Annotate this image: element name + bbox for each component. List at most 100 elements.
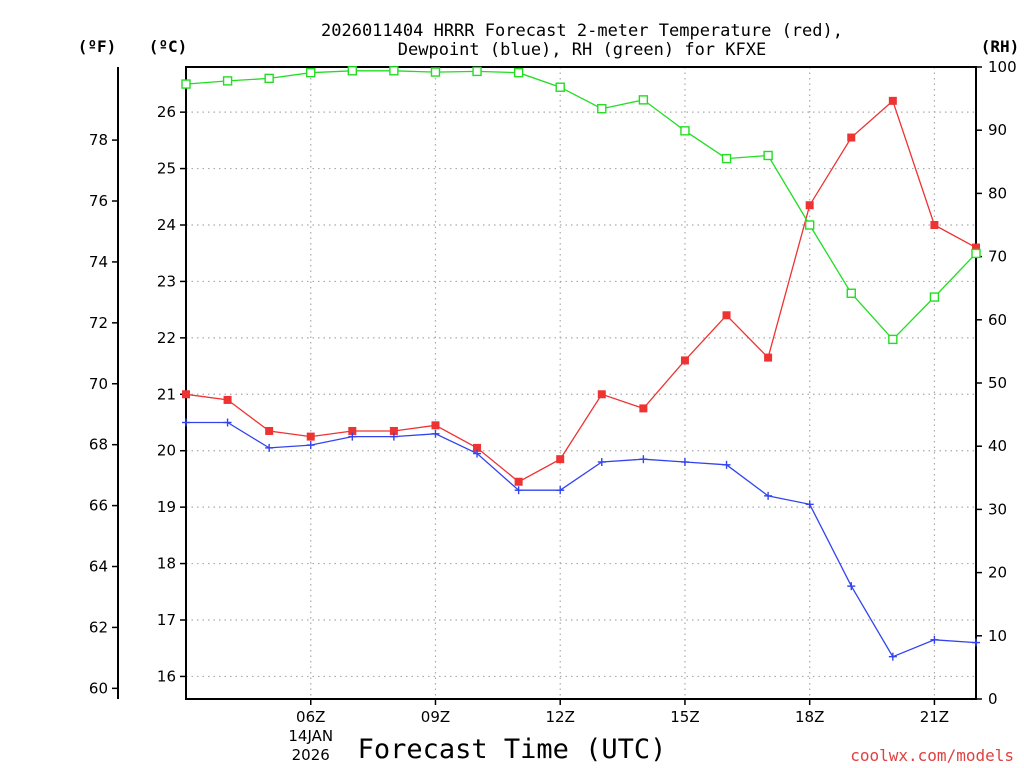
fahrenheit-tick-label: 72 xyxy=(89,314,108,332)
data-point xyxy=(348,426,357,435)
plot-frame xyxy=(185,66,977,700)
celsius-tick-label: 17 xyxy=(157,611,176,629)
data-point xyxy=(514,477,523,486)
rh-axis-label: (RH) xyxy=(981,37,1020,56)
data-point xyxy=(929,292,940,302)
fahrenheit-tick-label: 78 xyxy=(89,131,108,149)
celsius-tick-label: 18 xyxy=(157,555,176,573)
data-point xyxy=(347,66,358,76)
x-tick-year: 2026 xyxy=(292,746,330,764)
data-point xyxy=(306,441,315,450)
data-point xyxy=(223,395,232,404)
celsius-tick-label: 16 xyxy=(157,667,176,685)
data-point xyxy=(764,353,773,362)
data-point xyxy=(639,404,648,413)
data-point xyxy=(473,449,482,458)
data-point xyxy=(473,443,482,452)
series-layer xyxy=(181,66,981,661)
data-point xyxy=(265,443,274,452)
fahrenheit-tick-label: 62 xyxy=(89,618,108,636)
rh-tick-label: 30 xyxy=(988,500,1007,518)
series-line xyxy=(185,70,977,341)
data-point xyxy=(182,390,190,399)
data-point xyxy=(430,67,441,77)
series-line xyxy=(185,99,977,483)
data-point xyxy=(680,458,689,466)
data-point xyxy=(514,486,523,495)
data-point xyxy=(804,220,815,230)
celsius-tick-label: 22 xyxy=(157,329,176,347)
rh-tick-label: 70 xyxy=(988,248,1007,266)
fahrenheit-tick-label: 74 xyxy=(89,253,108,271)
x-axis-title: Forecast Time (UTC) xyxy=(358,734,667,765)
rh-tick-label: 0 xyxy=(988,690,998,708)
series-rh xyxy=(181,66,981,345)
celsius-tick-label: 24 xyxy=(157,216,176,234)
rh-tick-label: 50 xyxy=(988,374,1007,392)
data-point xyxy=(597,458,606,466)
data-point xyxy=(348,432,357,441)
rh-tick-label: 10 xyxy=(988,627,1007,645)
data-point xyxy=(597,104,607,114)
x-tick-date: 14JAN xyxy=(288,727,333,745)
data-point xyxy=(556,455,565,464)
x-tick-label: 06Z xyxy=(296,708,325,726)
x-tick-label: 12Z xyxy=(546,708,575,726)
rh-tick-label: 80 xyxy=(988,184,1007,202)
chart-title-line1: 2026011404 HRRR Forecast 2-meter Tempera… xyxy=(321,21,843,41)
data-point xyxy=(764,491,773,500)
series-2-meter-temperature xyxy=(182,96,980,486)
celsius-tick-label: 21 xyxy=(157,385,176,403)
data-point xyxy=(389,426,398,435)
data-point xyxy=(972,243,980,252)
data-point xyxy=(888,334,898,345)
celsius-axis-label: (ºC) xyxy=(149,37,188,56)
data-point xyxy=(805,500,814,509)
fahrenheit-tick-label: 70 xyxy=(89,375,108,393)
fahrenheit-tick-label: 64 xyxy=(89,558,108,576)
rh-tick-label: 20 xyxy=(988,564,1007,582)
data-point xyxy=(846,288,856,298)
axes: 60 62 64 66 68 70 72 74 76 78 16 17 18 19 20 21 22 23 24 25… xyxy=(89,58,1017,764)
data-point xyxy=(513,67,524,78)
data-point xyxy=(680,126,690,136)
data-point xyxy=(222,76,233,86)
celsius-tick-label: 25 xyxy=(157,160,176,178)
data-point xyxy=(431,429,440,438)
data-point xyxy=(638,95,649,105)
x-tick-label: 21Z xyxy=(920,708,949,726)
series-dewpoint xyxy=(182,418,980,661)
data-point xyxy=(722,460,731,469)
data-point xyxy=(805,201,814,210)
data-point xyxy=(930,221,939,229)
data-point xyxy=(972,638,980,647)
celsius-tick-label: 20 xyxy=(157,442,176,460)
fahrenheit-tick-label: 76 xyxy=(89,192,108,210)
data-point xyxy=(888,96,897,105)
data-point xyxy=(680,356,689,365)
data-point xyxy=(389,432,398,441)
data-point xyxy=(597,390,606,399)
rh-tick-label: 100 xyxy=(988,58,1017,76)
data-point xyxy=(722,311,731,320)
data-point xyxy=(555,82,565,92)
data-point xyxy=(306,432,315,441)
data-point xyxy=(639,455,648,464)
x-tick-label: 09Z xyxy=(421,708,450,726)
x-tick-label: 15Z xyxy=(670,708,699,726)
celsius-tick-label: 23 xyxy=(157,272,176,290)
data-point xyxy=(930,635,939,644)
data-point xyxy=(182,418,190,427)
rh-tick-label: 90 xyxy=(988,121,1007,139)
data-point xyxy=(181,79,191,89)
data-point xyxy=(971,248,981,259)
data-point xyxy=(721,153,732,164)
data-point xyxy=(306,67,316,78)
data-point xyxy=(431,421,440,430)
rh-tick-label: 40 xyxy=(988,437,1007,455)
data-point xyxy=(556,486,565,495)
watermark: coolwx.com/models xyxy=(850,746,1014,765)
celsius-tick-label: 26 xyxy=(157,103,176,121)
fahrenheit-axis-label: (ºF) xyxy=(78,37,117,56)
